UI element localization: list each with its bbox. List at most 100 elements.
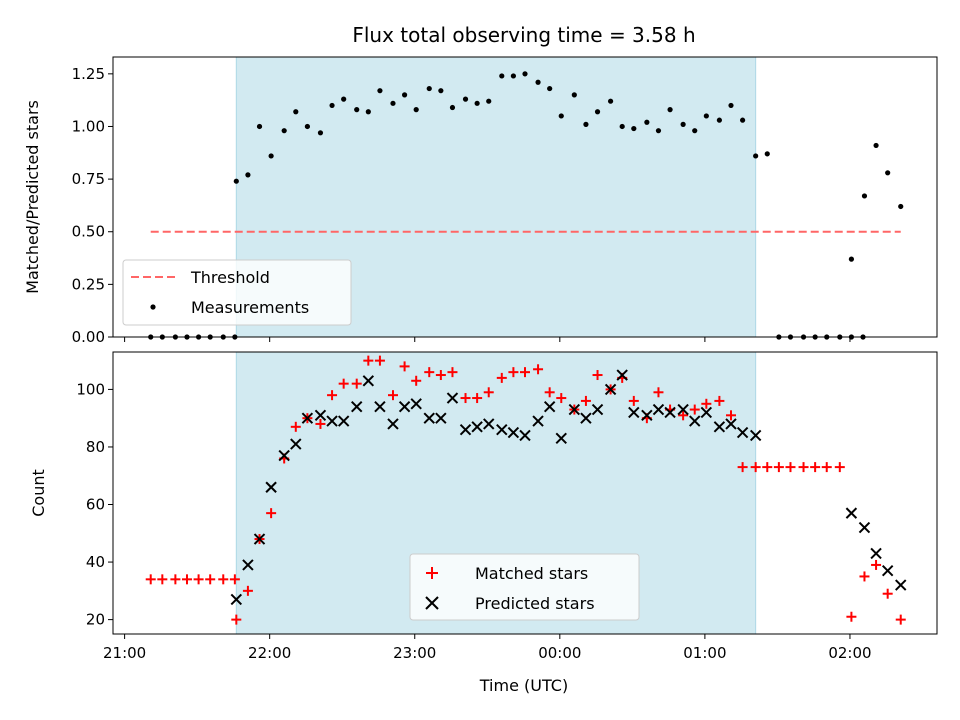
predicted-star-point — [895, 579, 907, 591]
matched-star-point — [181, 574, 192, 585]
measurement-point — [245, 172, 251, 178]
predicted-star-point — [337, 415, 350, 427]
predicted-star-point — [604, 383, 617, 396]
measurement-point — [753, 153, 759, 159]
predicted-star-point — [410, 398, 422, 410]
matched-star-point — [737, 462, 748, 473]
measurement-point — [304, 123, 310, 130]
matched-star-point — [895, 614, 906, 625]
predicted-star-point — [314, 409, 327, 422]
top-y-tick-label: 0.75 — [72, 170, 105, 188]
matched-star-point — [580, 395, 591, 406]
measurement-point — [535, 79, 541, 85]
x-tick-label: 02:00 — [828, 644, 871, 662]
matched-star-point — [821, 462, 832, 473]
bottom-panel: 20 40 60 80 100 21:00 22:00 23:00 00:00 01:00 02:… — [29, 351, 938, 695]
measurement-point — [644, 119, 650, 125]
predicted-star-point — [301, 412, 314, 424]
measurement-point — [728, 102, 734, 109]
predicted-star-point — [435, 412, 447, 424]
measurement-point — [341, 96, 347, 102]
measurement-point — [510, 73, 516, 79]
top-y-axis: 0.00 0.25 0.50 0.75 1.00 1.25 — [72, 65, 113, 346]
matched-star-point — [810, 462, 821, 473]
bottom-y-tick-label: 20 — [86, 611, 105, 629]
predicted-star-point — [689, 415, 701, 427]
predicted-star-point — [725, 418, 737, 430]
matched-star-point — [544, 387, 555, 398]
measurement-point — [848, 256, 855, 262]
measurement-point — [486, 98, 492, 104]
matched-star-point — [762, 462, 773, 473]
matched-star-point — [472, 393, 483, 404]
measurement-point — [571, 92, 577, 98]
matched-star-point — [882, 588, 893, 599]
predicted-star-point — [519, 429, 531, 442]
matched-star-point — [338, 378, 349, 389]
measurement-point — [558, 113, 564, 119]
predicted-star-point — [591, 403, 604, 416]
matched-star-point — [411, 375, 422, 386]
matched-star-point — [859, 571, 870, 582]
matched-star-point — [447, 367, 458, 378]
top-plot-frame — [112, 56, 938, 338]
matched-star-point — [714, 395, 725, 406]
matched-star-point — [508, 367, 519, 378]
bottom-y-axis-label: Count — [29, 469, 48, 517]
measurement-point — [764, 151, 770, 157]
matched-star-point — [374, 355, 385, 366]
matched-star-point — [701, 398, 712, 409]
bottom-y-tick-label: 80 — [86, 438, 105, 456]
top-y-tick-label: 0.25 — [72, 275, 105, 293]
matched-star-point — [315, 418, 326, 429]
predicted-star-point — [362, 375, 375, 387]
measurement-point — [861, 193, 868, 199]
measurement-point — [401, 92, 408, 98]
predicted-star-point — [881, 564, 894, 577]
measurement-point — [522, 71, 528, 77]
x-axis: 21:00 22:00 23:00 00:00 01:00 02:00 — [103, 634, 872, 662]
x-tick-label: 00:00 — [538, 644, 581, 662]
measurement-point — [631, 125, 637, 132]
predicted-star-point — [858, 521, 871, 534]
measurement-point — [293, 109, 299, 115]
legend-predicted-swatch — [425, 596, 439, 610]
measurement-point — [390, 100, 396, 106]
measurement-point — [740, 117, 746, 123]
matched-star-point — [785, 462, 796, 473]
top-legend: Threshold Measurements — [122, 259, 352, 326]
matched-star-point — [266, 508, 277, 519]
predicted-star-point — [628, 406, 640, 419]
measurement-point — [317, 130, 324, 136]
predicted-star-point — [845, 507, 858, 519]
top-y-tick-label: 0.00 — [72, 328, 105, 346]
measurement-point — [885, 170, 891, 176]
matched-star-point — [231, 614, 242, 625]
matched-star-point — [170, 574, 181, 585]
predicted-star-point — [555, 432, 567, 445]
measurement-point — [898, 203, 904, 210]
matched-star-point — [327, 390, 338, 401]
predicted-star-point — [870, 547, 882, 560]
matched-star-point — [229, 574, 240, 585]
matched-star-point — [387, 390, 398, 401]
matched-star-point — [653, 387, 664, 398]
predicted-star-point — [483, 418, 495, 430]
predicted-star-point — [423, 412, 435, 424]
matched-star-point — [242, 585, 253, 596]
matched-star-point — [689, 404, 700, 415]
predicted-star-point — [664, 406, 676, 419]
measurement-point — [607, 98, 614, 104]
predicted-star-point — [471, 421, 483, 433]
top-y-tick-label: 1.00 — [72, 117, 105, 135]
top-legend-box — [122, 259, 352, 326]
measurement-point — [413, 107, 419, 113]
measurement-point — [426, 85, 432, 92]
matched-star-point — [556, 393, 567, 404]
x-tick-label: 21:00 — [103, 644, 146, 662]
predicted-star-point — [398, 400, 411, 413]
bottom-y-tick-label: 40 — [86, 553, 105, 571]
legend-measurements-label: Measurements — [191, 298, 309, 317]
matched-star-point — [592, 370, 603, 381]
